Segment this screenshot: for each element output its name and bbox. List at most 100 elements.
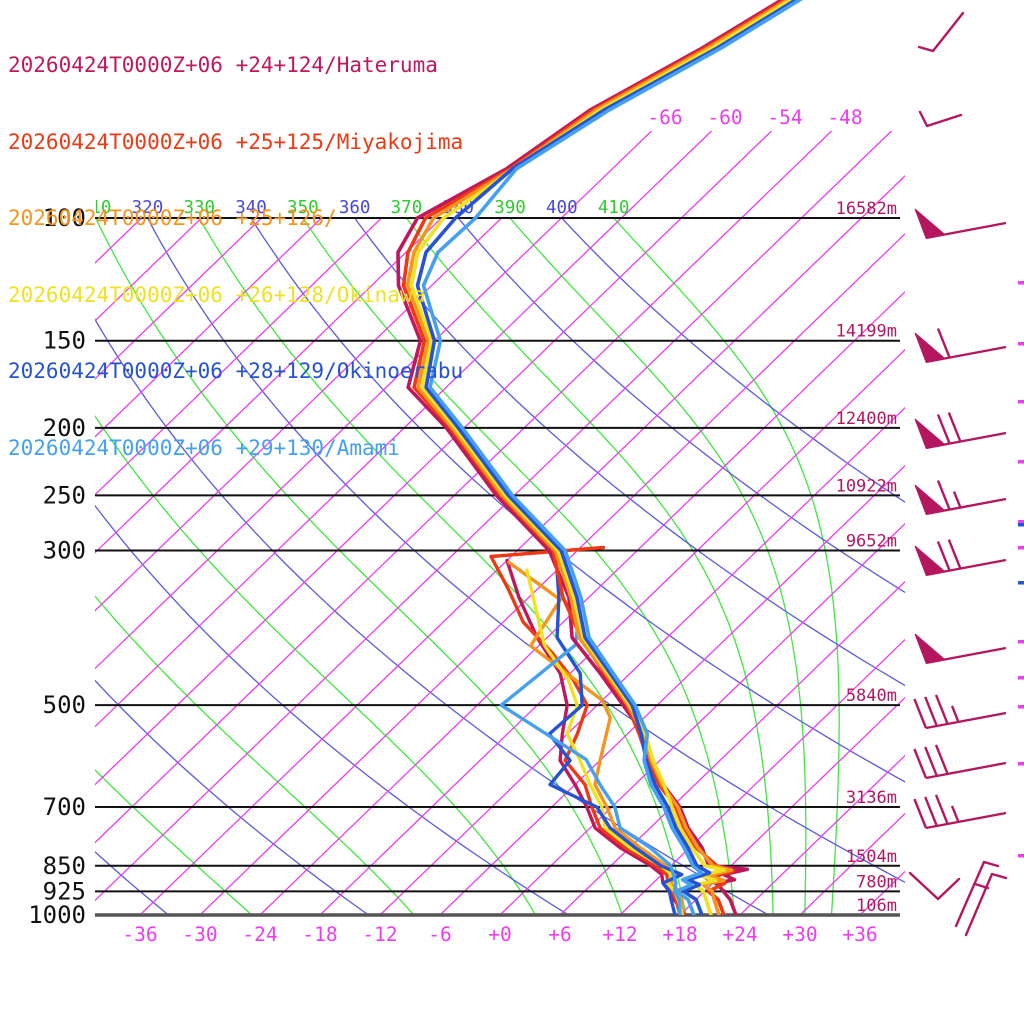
surface-wind-barb xyxy=(908,871,961,901)
moist-adiabat-line xyxy=(302,218,736,915)
moist-adiabat-line xyxy=(405,218,774,915)
wind-barb-pennant xyxy=(914,332,946,363)
altitude-label: 1504m xyxy=(846,847,897,867)
legend-entry-okinoerabu: 20260424T0000Z+06 +28+129/Okinoerabu xyxy=(8,359,464,383)
edge-wind-tick xyxy=(1018,400,1024,404)
isotherm-label-bottom: +18 xyxy=(662,923,697,946)
wind-barb-feather xyxy=(947,412,962,443)
edge-wind-tick xyxy=(1018,281,1024,285)
isotherm-label-bottom: +30 xyxy=(782,923,817,946)
pressure-label: 150 xyxy=(43,327,86,355)
pressure-label: 700 xyxy=(43,793,86,821)
isotherm-label-bottom: +6 xyxy=(548,923,571,946)
wind-barb-feather xyxy=(913,698,928,729)
temperature-curve-Amami xyxy=(421,0,803,915)
wind-barb-feather xyxy=(952,491,962,509)
altitude-label: 14199m xyxy=(836,322,897,342)
wind-barb-feather xyxy=(950,705,960,723)
isotherm-label-top: -66 xyxy=(647,106,682,129)
wind-barb-pennant xyxy=(914,484,946,515)
isotherm-line xyxy=(95,218,443,554)
wind-barb-staff xyxy=(925,811,1007,830)
isotherm-line xyxy=(95,218,503,612)
isotherm-line xyxy=(379,406,905,915)
edge-wind-tick-blue xyxy=(1018,523,1024,527)
dewpoint-curve-Okinawa xyxy=(525,568,684,915)
isotherm-label-top: -48 xyxy=(827,106,862,129)
wind-barb-feather xyxy=(924,746,938,777)
wind-barb-feather xyxy=(936,541,951,572)
theta-label-dry: 320 xyxy=(132,198,164,218)
pressure-label: 100 xyxy=(43,204,86,232)
altitude-label: 780m xyxy=(856,872,897,892)
moist-adiabat-line xyxy=(95,769,253,915)
wind-barb-feather xyxy=(924,796,938,827)
wind-barb-feather xyxy=(934,744,949,775)
wind-barb-feather xyxy=(934,694,949,725)
isotherm-line xyxy=(199,232,905,915)
altitude-label: 9652m xyxy=(846,532,897,552)
pressure-label: 1000 xyxy=(28,901,86,929)
legend: 20260424T0000Z+06 +24+124/Hateruma 20260… xyxy=(8,2,463,487)
isotherm-line xyxy=(139,175,905,915)
wind-barb-feather xyxy=(934,794,949,825)
dry-adiabat-line xyxy=(353,218,905,687)
pressure-label: 200 xyxy=(43,414,86,442)
wind-barb-staff xyxy=(925,761,1007,780)
moist-adiabat-line xyxy=(95,415,537,915)
dry-adiabat-line xyxy=(146,218,905,884)
theta-label-dry: 360 xyxy=(339,198,371,218)
isotherm-label-top: -54 xyxy=(767,106,802,129)
isotherm-line xyxy=(559,580,905,915)
temperature-curve-Hateruma xyxy=(396,0,785,915)
edge-wind-tick xyxy=(1018,546,1024,550)
isotherm-line xyxy=(679,696,905,915)
altitude-label: 5840m xyxy=(846,686,897,706)
isotherm-line xyxy=(739,754,905,915)
theta-label-moist: 370 xyxy=(391,198,423,218)
pressure-label: 925 xyxy=(43,877,86,905)
edge-wind-tick xyxy=(1018,342,1024,346)
legend-entry-okinawa: 20260424T0000Z+06 +26+128/Okinawa xyxy=(8,282,426,307)
wind-barb-feather xyxy=(936,328,951,359)
edge-wind-tick xyxy=(1018,705,1024,709)
altitude-label: 106m xyxy=(856,896,897,916)
isotherm-line xyxy=(499,522,905,915)
wind-barb-staff xyxy=(925,711,1007,730)
isotherm-label-bottom: -12 xyxy=(362,923,397,946)
legend-entry-125e: 20260424T0000Z+06 +25+126/ xyxy=(8,206,337,230)
edge-wind-tick-blue xyxy=(1018,581,1024,585)
moist-adiabat-line xyxy=(612,218,840,915)
theta-label-dry: 400 xyxy=(546,198,578,218)
isotherm-label-bottom: -24 xyxy=(242,923,277,946)
moist-adiabat-line xyxy=(95,218,624,915)
dry-adiabat-line xyxy=(457,218,905,594)
isotherm-label-bottom: +24 xyxy=(722,923,757,946)
isotherm-line xyxy=(619,638,905,915)
dry-adiabat-line xyxy=(250,218,905,783)
altitude-label: 16582m xyxy=(836,199,897,219)
pressure-label: 250 xyxy=(43,481,86,509)
surface-wind-barb xyxy=(954,860,1000,928)
isotherm-line xyxy=(95,131,833,844)
edge-wind-tick xyxy=(1018,520,1024,524)
pressure-label: 300 xyxy=(43,537,86,565)
edge-wind-tick xyxy=(1018,640,1024,644)
wind-barb-feather xyxy=(950,805,960,823)
wind-barb-feather xyxy=(936,480,951,511)
altitude-label: 10922m xyxy=(836,476,897,496)
theta-label-dry: 340 xyxy=(235,198,267,218)
isotherm-label-bottom: -18 xyxy=(302,923,337,946)
wind-barb-pennant xyxy=(914,208,946,239)
surface-wind-barb xyxy=(917,11,965,53)
dry-adiabat-line xyxy=(95,504,570,915)
legend-entry-miyakojima: 20260424T0000Z+06 +25+125/Miyakojima xyxy=(8,129,464,154)
dry-adiabat-line xyxy=(95,679,370,915)
isotherm-line xyxy=(95,131,773,786)
wind-barb-feather xyxy=(936,414,951,445)
edge-wind-tick xyxy=(1018,762,1024,766)
temperature-curve-Okinoerabu xyxy=(415,0,799,915)
wind-barb-pennant xyxy=(914,633,946,664)
isotherm-label-top: -60 xyxy=(707,106,742,129)
